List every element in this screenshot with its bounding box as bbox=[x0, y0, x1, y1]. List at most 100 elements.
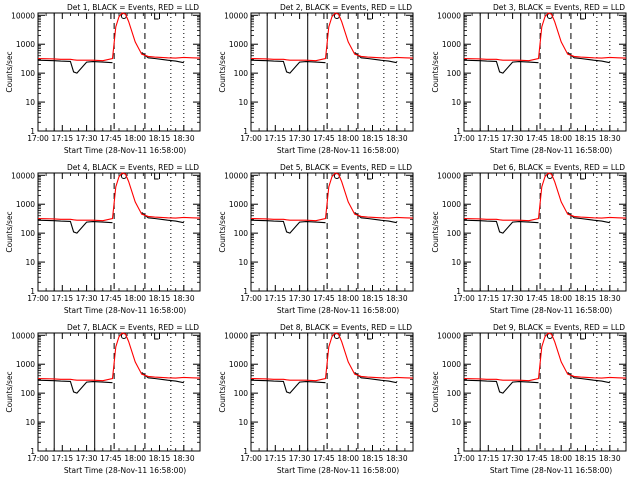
x-tick-label: 17:00 bbox=[453, 454, 475, 463]
x-tick-label: 18:00 bbox=[124, 294, 146, 303]
y-tick-label: 10000 bbox=[11, 331, 35, 340]
marker-bracket bbox=[154, 173, 159, 180]
x-tick-label: 18:30 bbox=[173, 134, 195, 143]
panel-title: Det 8, BLACK = Events, RED = LLD bbox=[280, 323, 412, 332]
y-tick-label: 10 bbox=[238, 258, 248, 267]
x-tick-label: 18:00 bbox=[124, 134, 146, 143]
x-tick-label: 18:15 bbox=[362, 454, 384, 463]
y-tick-label: 10 bbox=[25, 258, 35, 267]
y-tick-label: 10000 bbox=[11, 171, 35, 180]
x-tick-label: 18:00 bbox=[550, 134, 572, 143]
plot-frame bbox=[463, 332, 627, 452]
y-tick-label: 100 bbox=[234, 389, 249, 398]
panel-6: Det 6, BLACK = Events, RED = LLD Start Ti… bbox=[431, 163, 627, 315]
x-tick-label: 17:30 bbox=[502, 294, 524, 303]
x-axis-title: Start Time (28-Nov-11 16:58:00) bbox=[64, 466, 186, 475]
panel-5: Det 5, BLACK = Events, RED = LLD Start Ti… bbox=[218, 163, 414, 315]
y-tick-label: 1 bbox=[243, 287, 248, 296]
x-tick-label: 17:15 bbox=[477, 294, 499, 303]
x-axis-title: Start Time (28-Nov-11 16:58:00) bbox=[490, 466, 612, 475]
x-tick-label: 18:15 bbox=[575, 294, 597, 303]
y-axis-label: Counts/sec bbox=[218, 51, 227, 92]
series-lld-line bbox=[37, 12, 201, 62]
x-tick-label: 17:15 bbox=[264, 134, 286, 143]
y-tick-label: 10 bbox=[451, 418, 461, 427]
series-lld-line bbox=[37, 332, 201, 382]
y-tick-label: 100 bbox=[234, 69, 249, 78]
panel-9: Det 9, BLACK = Events, RED = LLD Start Ti… bbox=[431, 323, 627, 475]
y-tick-label: 1000 bbox=[442, 200, 461, 209]
plot-frame bbox=[250, 172, 414, 292]
y-tick-label: 10000 bbox=[437, 331, 461, 340]
panel-8: Det 8, BLACK = Events, RED = LLD Start Ti… bbox=[218, 323, 414, 475]
x-tick-label: 17:00 bbox=[240, 134, 262, 143]
x-axis-title: Start Time (28-Nov-11 16:58:00) bbox=[490, 306, 612, 315]
y-axis-label: Counts/sec bbox=[431, 51, 440, 92]
y-tick-label: 10 bbox=[25, 418, 35, 427]
x-axis-title: Start Time (28-Nov-11 16:58:00) bbox=[277, 306, 399, 315]
panel-3: Det 3, BLACK = Events, RED = LLD Start Ti… bbox=[431, 3, 627, 155]
x-tick-label: 17:00 bbox=[453, 134, 475, 143]
y-tick-label: 10 bbox=[238, 98, 248, 107]
marker-bracket bbox=[367, 173, 372, 180]
x-tick-label: 17:00 bbox=[453, 294, 475, 303]
x-axis-title: Start Time (28-Nov-11 16:58:00) bbox=[490, 146, 612, 155]
y-tick-label: 1 bbox=[456, 447, 461, 456]
x-tick-label: 17:45 bbox=[313, 454, 335, 463]
y-tick-label: 1 bbox=[243, 127, 248, 136]
series-events-line bbox=[37, 211, 184, 234]
y-tick-label: 1000 bbox=[229, 200, 248, 209]
y-tick-label: 100 bbox=[234, 229, 249, 238]
y-tick-label: 1000 bbox=[229, 40, 248, 49]
y-tick-label: 100 bbox=[447, 69, 462, 78]
panel-title: Det 2, BLACK = Events, RED = LLD bbox=[280, 3, 412, 12]
x-tick-label: 18:00 bbox=[337, 294, 359, 303]
x-tick-label: 18:00 bbox=[337, 134, 359, 143]
x-tick-label: 18:00 bbox=[550, 454, 572, 463]
y-axis-label: Counts/sec bbox=[218, 211, 227, 252]
series-events-line bbox=[463, 371, 610, 394]
y-tick-label: 10000 bbox=[437, 171, 461, 180]
x-tick-label: 17:30 bbox=[502, 454, 524, 463]
y-tick-label: 100 bbox=[21, 229, 36, 238]
series-events-line bbox=[463, 211, 610, 234]
x-tick-label: 17:30 bbox=[76, 454, 98, 463]
y-tick-label: 1000 bbox=[442, 40, 461, 49]
panel-title: Det 7, BLACK = Events, RED = LLD bbox=[67, 323, 199, 332]
panel-2: Det 2, BLACK = Events, RED = LLD Start Ti… bbox=[218, 3, 414, 155]
y-tick-label: 1 bbox=[456, 287, 461, 296]
x-tick-label: 17:30 bbox=[289, 134, 311, 143]
marker-bracket bbox=[580, 333, 585, 340]
x-tick-label: 17:00 bbox=[27, 294, 49, 303]
x-tick-label: 18:15 bbox=[149, 134, 171, 143]
y-tick-label: 100 bbox=[21, 69, 36, 78]
plot-frame bbox=[250, 332, 414, 452]
x-tick-label: 18:15 bbox=[575, 454, 597, 463]
y-tick-label: 10000 bbox=[224, 331, 248, 340]
series-events-line bbox=[250, 211, 397, 234]
marker-bracket bbox=[580, 13, 585, 20]
x-tick-label: 17:30 bbox=[289, 294, 311, 303]
y-tick-label: 1 bbox=[30, 447, 35, 456]
x-tick-label: 17:15 bbox=[51, 294, 73, 303]
series-events-line bbox=[37, 371, 184, 394]
y-tick-label: 100 bbox=[21, 389, 36, 398]
plot-frame bbox=[37, 172, 201, 292]
x-tick-label: 17:15 bbox=[477, 454, 499, 463]
y-axis-label: Counts/sec bbox=[431, 211, 440, 252]
x-tick-label: 18:30 bbox=[173, 294, 195, 303]
series-events-line bbox=[37, 51, 184, 74]
panel-title: Det 9, BLACK = Events, RED = LLD bbox=[493, 323, 625, 332]
x-tick-label: 17:15 bbox=[264, 454, 286, 463]
panel-title: Det 5, BLACK = Events, RED = LLD bbox=[280, 163, 412, 172]
series-events-line bbox=[250, 51, 397, 74]
y-tick-label: 1000 bbox=[16, 40, 35, 49]
x-tick-label: 18:30 bbox=[599, 454, 621, 463]
x-tick-label: 18:15 bbox=[362, 294, 384, 303]
x-axis-title: Start Time (28-Nov-11 16:58:00) bbox=[64, 146, 186, 155]
x-axis-title: Start Time (28-Nov-11 16:58:00) bbox=[277, 466, 399, 475]
y-tick-label: 1000 bbox=[16, 200, 35, 209]
y-tick-label: 10 bbox=[238, 418, 248, 427]
x-tick-label: 17:45 bbox=[100, 294, 122, 303]
